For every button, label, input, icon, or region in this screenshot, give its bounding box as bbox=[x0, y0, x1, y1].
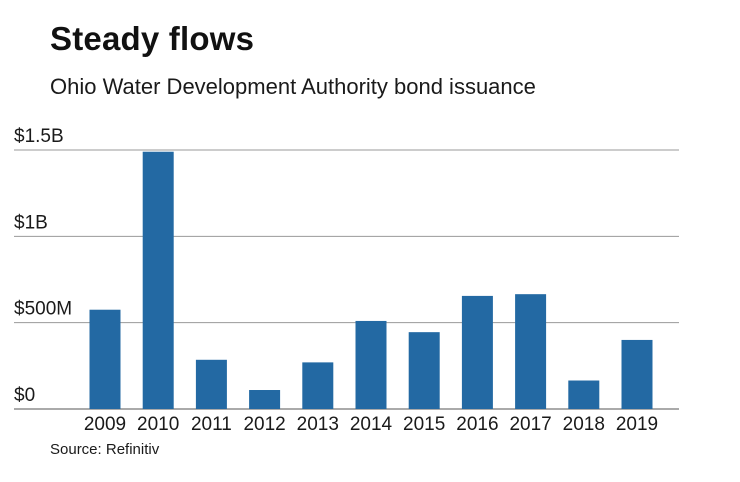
x-tick-label: 2012 bbox=[243, 414, 285, 435]
x-tick-label: 2010 bbox=[137, 414, 179, 435]
bar-2017 bbox=[515, 294, 547, 409]
x-tick-label: 2015 bbox=[403, 414, 445, 435]
bar-2009 bbox=[89, 309, 121, 409]
y-tick-label: $500M bbox=[14, 299, 72, 320]
y-tick-label: $1B bbox=[14, 212, 48, 233]
bar-2018 bbox=[568, 380, 600, 409]
bar-2014 bbox=[355, 320, 387, 409]
x-tick-label: 2011 bbox=[191, 414, 232, 435]
chart-subtitle: Ohio Water Development Authority bond is… bbox=[50, 74, 536, 99]
bar-2010 bbox=[142, 151, 174, 409]
x-tick-label: 2013 bbox=[297, 414, 339, 435]
chart-title: Steady flows bbox=[50, 20, 255, 57]
bar-2019 bbox=[621, 339, 653, 409]
bar-2013 bbox=[302, 362, 334, 409]
x-tick-label: 2019 bbox=[616, 414, 658, 435]
x-tick-label: 2017 bbox=[509, 414, 551, 435]
x-tick-label: 2009 bbox=[84, 414, 126, 435]
x-tick-label: 2016 bbox=[456, 414, 498, 435]
y-tick-label: $0 bbox=[14, 385, 35, 406]
bar-2016 bbox=[461, 295, 493, 409]
source-note: Source: Refinitiv bbox=[50, 441, 160, 458]
bar-2015 bbox=[408, 332, 440, 409]
bar-2011 bbox=[195, 359, 227, 409]
y-tick-label: $1.5B bbox=[14, 126, 64, 147]
x-tick-label: 2014 bbox=[350, 414, 393, 435]
bar-2012 bbox=[249, 390, 281, 409]
x-tick-label: 2018 bbox=[563, 414, 605, 435]
